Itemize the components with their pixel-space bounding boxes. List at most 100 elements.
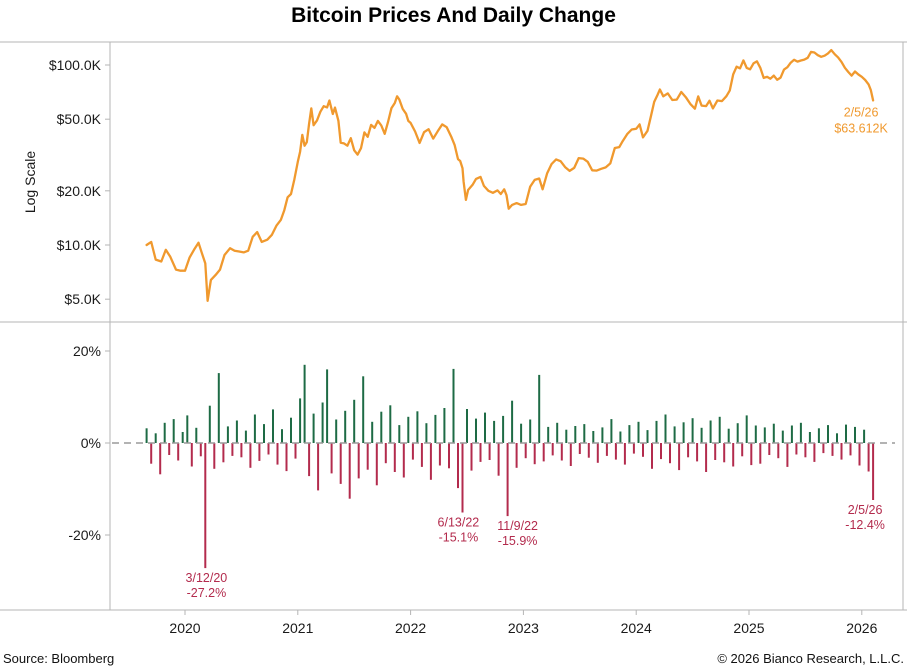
daily-change-bar [587, 443, 590, 458]
daily-change-bar [867, 443, 870, 472]
daily-change-bar [741, 443, 744, 457]
daily-change-bar [326, 369, 329, 443]
daily-change-bar [366, 443, 369, 470]
daily-change-bar [533, 443, 536, 465]
daily-change-bar [669, 443, 671, 464]
daily-change-bar [808, 432, 811, 443]
daily-change-bar [249, 443, 252, 468]
copyright-note: © 2026 Bianco Research, L.L.C. [717, 651, 904, 666]
daily-change-bar [547, 426, 550, 443]
daily-change-bar [524, 443, 527, 459]
daily-change-bar [443, 408, 446, 443]
daily-change-bar [186, 415, 189, 443]
daily-change-bar [605, 443, 608, 456]
daily-change-bar [335, 419, 338, 443]
daily-change-bar [172, 419, 175, 443]
daily-change-bar [786, 443, 789, 467]
daily-change-bar [660, 443, 662, 460]
daily-change-bar [817, 428, 820, 443]
daily-change-bar [637, 421, 640, 443]
daily-change-bar [407, 416, 410, 443]
daily-change-bar [475, 418, 477, 443]
daily-change-bar [678, 443, 681, 471]
price-y-tick-label: $50.0K [57, 111, 102, 127]
daily-change-bar [258, 443, 261, 461]
daily-change-bar [750, 443, 753, 466]
daily-change-bar [222, 443, 225, 463]
daily-change-bar [488, 443, 491, 460]
daily-change-bar [452, 368, 455, 443]
daily-change-bar [353, 399, 356, 443]
drawdown-annotation: 6/13/22 [438, 516, 480, 530]
x-axis-year-label: 2023 [508, 620, 539, 636]
daily-change-bar [244, 430, 247, 443]
daily-change-bar [619, 431, 622, 443]
daily-change-bar [732, 443, 735, 467]
drawdown-annotation: -27.2% [187, 586, 227, 600]
daily-change-bar [592, 431, 595, 443]
daily-change-bar [759, 443, 762, 464]
daily-change-bar [520, 423, 523, 443]
daily-change-bar [664, 414, 667, 443]
daily-change-bar [799, 422, 802, 443]
daily-change-bar [290, 417, 292, 443]
daily-change-bar [840, 443, 843, 460]
daily-change-bar [623, 443, 626, 465]
daily-change-bar [646, 430, 649, 443]
price-endpoint-annotation: 2/5/26 [844, 105, 879, 119]
daily-change-bar [813, 443, 816, 462]
daily-change-bar [380, 411, 383, 443]
daily-change-bar [872, 443, 875, 500]
daily-change-bar [263, 424, 265, 443]
daily-change-bar [163, 422, 166, 443]
daily-change-bar [601, 427, 604, 443]
daily-change-bar [217, 373, 220, 443]
drawdown-annotation: 3/12/20 [186, 571, 228, 585]
daily-change-bar [790, 425, 793, 443]
drawdown-annotation: -15.9% [498, 534, 538, 548]
daily-change-bar [493, 420, 496, 443]
daily-change-bar [190, 443, 193, 467]
x-axis-year-label: 2021 [282, 620, 313, 636]
daily-change-bar [204, 443, 207, 569]
drawdown-annotation: -15.1% [439, 531, 479, 545]
daily-change-bar [804, 443, 807, 458]
daily-change-bar [420, 443, 423, 467]
daily-change-bar [402, 443, 405, 478]
daily-change-bar [470, 443, 473, 471]
daily-change-bar [642, 443, 644, 457]
daily-change-bar [696, 443, 699, 462]
daily-change-bar [795, 443, 798, 455]
daily-change-bar [614, 443, 617, 460]
daily-change-bar [691, 418, 694, 443]
daily-change-bar [777, 443, 780, 459]
daily-change-bar [596, 443, 599, 463]
price-endpoint-annotation: $63.612K [834, 121, 888, 135]
daily-change-bar [831, 443, 834, 456]
daily-change-bar [429, 443, 432, 480]
x-axis-year-label: 2024 [621, 620, 652, 636]
daily-change-bar [416, 411, 419, 443]
daily-change-bar [718, 416, 721, 443]
daily-change-bar [479, 443, 482, 462]
daily-change-bar [822, 443, 825, 454]
daily-change-bar [515, 443, 518, 468]
daily-change-bar [308, 443, 311, 477]
daily-change-bar [682, 422, 685, 443]
daily-change-bar [371, 421, 374, 443]
daily-change-bar [208, 405, 211, 443]
daily-change-bar [375, 443, 378, 486]
daily-change-bar [235, 420, 238, 443]
daily-change-bar [484, 412, 486, 443]
daily-change-bar [321, 402, 324, 443]
daily-change-bar [240, 443, 243, 458]
daily-change-bar [154, 433, 157, 443]
daily-change-bar [687, 443, 690, 458]
daily-change-bar [285, 443, 288, 472]
daily-change-bar [411, 443, 414, 460]
daily-change-bar [253, 414, 256, 443]
price-y-tick-label: $20.0K [57, 183, 102, 199]
daily-change-bar [317, 443, 320, 491]
daily-change-bar [213, 443, 216, 469]
